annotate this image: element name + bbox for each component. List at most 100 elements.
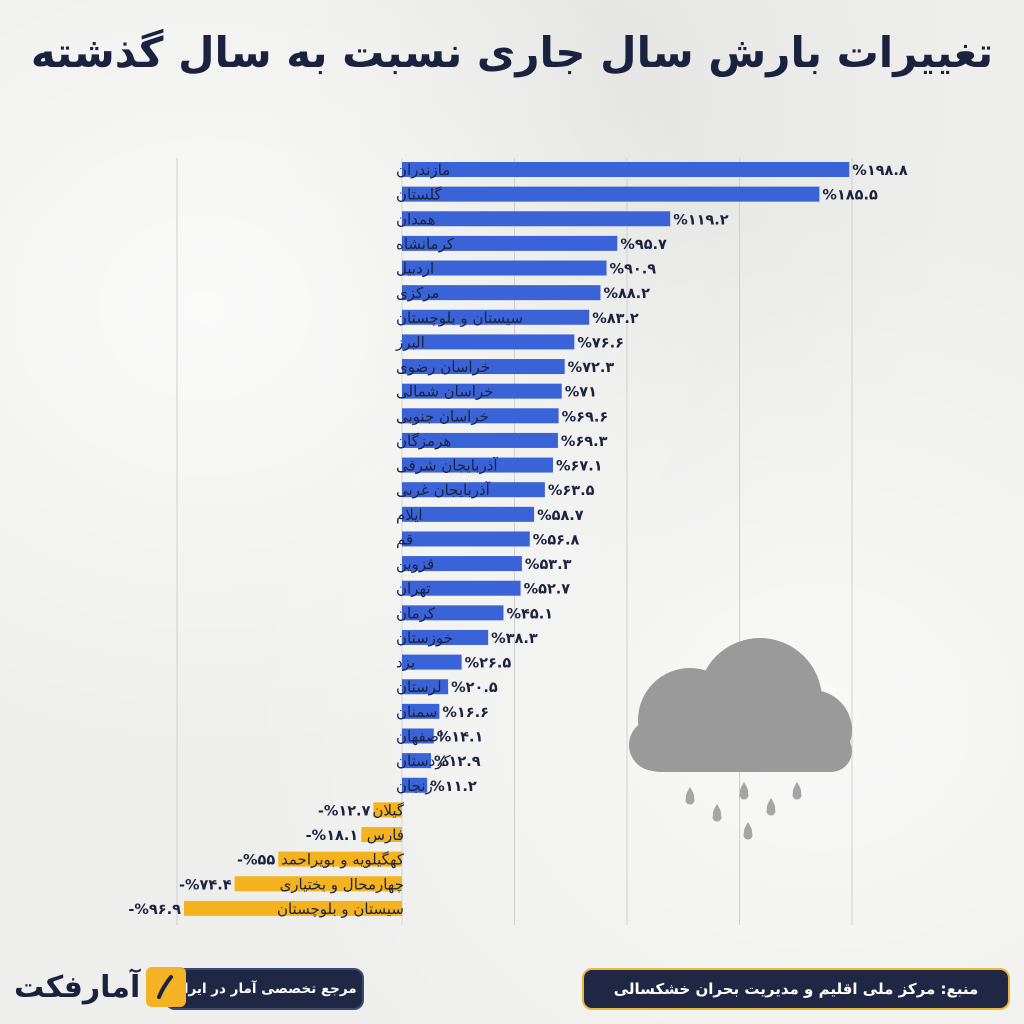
- bar: [402, 753, 432, 769]
- rain-drop-icon: [712, 804, 722, 822]
- data-label: %۶۹.۳: [561, 434, 608, 450]
- bar: [402, 309, 590, 325]
- rain-drop-icon: [685, 787, 695, 805]
- data-label: %۵۶.۸: [533, 532, 580, 548]
- data-label: -%۹۶.۹: [128, 902, 181, 918]
- bar-chart: مازندران %۱۹۸.۸ گلستان %۱۸۵.۵ همدان %۱۱۹.۲ کرم…: [128, 158, 908, 925]
- category-label: اصفهان: [396, 727, 443, 745]
- category-label: لرستان: [396, 678, 442, 696]
- bar: [402, 654, 462, 670]
- rain-drop-icon: [743, 822, 753, 840]
- category-label: گلستان: [396, 186, 442, 204]
- category-label: کهگیلویه و بویراحمد: [281, 851, 405, 869]
- bar: [402, 334, 575, 350]
- bar: [361, 827, 402, 843]
- category-label: البرز: [395, 333, 425, 351]
- category-label: کردستان: [396, 752, 452, 770]
- data-label: %۵۳.۳: [525, 557, 572, 573]
- bar: [402, 629, 489, 645]
- data-label: %۳۸.۳: [491, 631, 538, 647]
- data-label: %۷۲.۳: [568, 360, 615, 376]
- category-label: آذربایجان غربی: [396, 481, 491, 499]
- data-label: %۱۲.۹: [434, 754, 481, 770]
- data-label: %۱۶.۶: [442, 705, 489, 721]
- category-label: یزد: [396, 654, 415, 672]
- bar: [402, 556, 522, 572]
- brand-logo-icon: [146, 967, 187, 1007]
- category-label: خوزستان: [396, 629, 453, 647]
- category-label: چهارمحال و بختیاری: [280, 875, 404, 893]
- bar: [402, 531, 530, 547]
- bar: [373, 802, 402, 818]
- source-label: منبع: مرکز ملی اقلیم و مدیریت بحران خشکس…: [582, 968, 1010, 1010]
- bar: [402, 235, 618, 251]
- category-label: مازندران: [396, 161, 450, 179]
- category-label: تهران: [396, 580, 431, 598]
- data-label: %۷۶.۶: [577, 335, 624, 351]
- data-label: %۹۵.۷: [620, 237, 667, 253]
- bar: [402, 186, 820, 202]
- data-label: %۲۶.۵: [465, 656, 512, 672]
- data-label: %۱۱.۲: [430, 779, 477, 795]
- bar: [183, 900, 402, 916]
- bar: [402, 482, 545, 498]
- category-label: سیستان و بلوچستان: [277, 900, 404, 918]
- category-label: قزوین: [396, 555, 434, 573]
- category-label: گیلان: [372, 801, 404, 819]
- brand-tagline: مرجع تخصصی آمار در ایران: [165, 968, 364, 1010]
- bar: [402, 408, 559, 424]
- bar: [402, 211, 671, 227]
- bar: [402, 285, 601, 301]
- data-label: %۹۰.۹: [610, 262, 657, 278]
- data-label: %۵۲.۷: [524, 582, 571, 598]
- data-label: %۶۷.۱: [556, 459, 603, 475]
- data-label: %۵۸.۷: [537, 508, 584, 524]
- bar: [278, 851, 402, 867]
- data-label: %۱۱۹.۲: [673, 212, 729, 228]
- category-label: کرمان: [396, 604, 436, 622]
- bar: [402, 383, 562, 399]
- chart-title: تغییرات بارش سال جاری نسبت به سال گذشته: [30, 28, 994, 77]
- data-label: %۱۴.۱: [437, 729, 484, 745]
- rain-cloud-icon: [629, 638, 852, 840]
- category-label: خراسان شمالی: [396, 383, 494, 401]
- bar: [402, 679, 449, 695]
- bar: [402, 457, 553, 473]
- data-label: %۷۱: [565, 385, 597, 401]
- category-label: ایلام: [396, 506, 423, 524]
- rain-drop-icon: [766, 798, 776, 816]
- rain-drop-icon: [739, 782, 749, 800]
- data-label: -%۷۴.۴: [179, 877, 232, 893]
- data-label: %۱۸۵.۵: [822, 188, 878, 204]
- bar: [234, 876, 402, 892]
- category-label: اردبیل: [396, 260, 434, 278]
- category-label: سیستان و بلوچستان: [396, 309, 523, 327]
- data-label: -%۱۲.۷: [318, 803, 371, 819]
- data-label: %۸۸.۲: [603, 286, 650, 302]
- data-label: %۶۹.۶: [562, 409, 609, 425]
- bar: [402, 432, 558, 448]
- rain-drop-icon: [792, 782, 802, 800]
- data-label: %۱۹۸.۸: [852, 163, 908, 179]
- bar: [402, 605, 504, 621]
- category-label: سمنان: [396, 703, 437, 721]
- category-label: خراسان رضوی: [396, 358, 490, 376]
- category-label: زنجان: [396, 777, 433, 795]
- bar: [402, 777, 428, 793]
- bar: [402, 703, 440, 719]
- bar: [402, 359, 565, 375]
- bar: [402, 260, 607, 276]
- bar: [402, 728, 434, 744]
- brand-name: آمارفکت: [14, 969, 141, 1005]
- data-label: %۸۳.۲: [592, 311, 639, 327]
- data-label: -%۱۸.۱: [306, 828, 359, 844]
- brand-logo: آمارفکت: [14, 962, 187, 1012]
- category-label: مرکزی: [396, 284, 439, 302]
- category-label: همدان: [396, 210, 436, 228]
- category-label: فارس: [367, 826, 404, 844]
- bar: [402, 506, 535, 522]
- data-label: %۴۵.۱: [506, 606, 553, 622]
- category-label: قم: [396, 530, 413, 548]
- cloud-base: [638, 730, 852, 772]
- category-label: هرمزگان: [396, 432, 451, 450]
